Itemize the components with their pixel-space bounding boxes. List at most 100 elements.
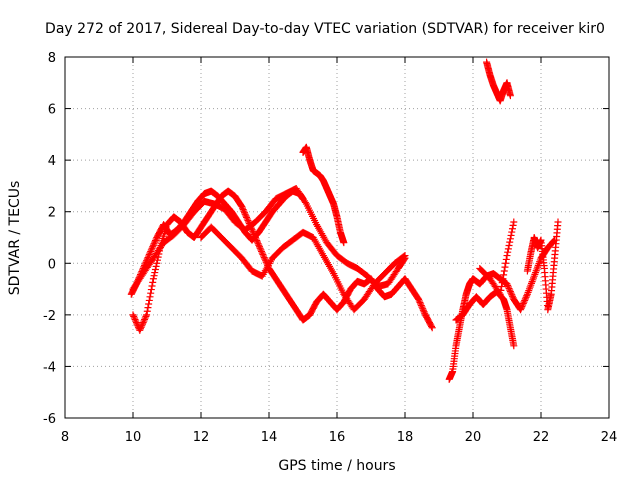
x-axis-label: GPS time / hours <box>278 458 395 474</box>
data-point <box>502 259 510 267</box>
series-track-9 <box>523 218 562 314</box>
x-tick-label: 14 <box>261 430 278 445</box>
data-point <box>131 315 139 323</box>
data-point <box>250 230 258 238</box>
data-point <box>506 235 514 243</box>
data-point <box>151 238 159 246</box>
y-tick-label: 2 <box>48 206 56 221</box>
data-point <box>148 282 156 290</box>
data-point <box>506 92 514 100</box>
data-point <box>496 290 504 298</box>
data-point <box>146 249 154 257</box>
y-tick-label: -2 <box>43 309 56 324</box>
data-point <box>150 240 158 248</box>
data-point <box>417 300 425 308</box>
data-point <box>143 307 151 315</box>
data-point <box>152 262 160 270</box>
y-axis-label: SDTVAR / TECUs <box>7 181 23 296</box>
data-point <box>523 292 531 300</box>
data-point <box>139 319 147 327</box>
chart-title: Day 272 of 2017, Sidereal Day-to-day VTE… <box>45 21 605 37</box>
x-tick-label: 10 <box>125 430 142 445</box>
data-point <box>239 206 247 214</box>
data-point <box>144 304 152 312</box>
data-point <box>140 317 148 325</box>
series-track-4 <box>197 223 409 314</box>
data-point <box>251 234 259 241</box>
data-point <box>415 295 423 303</box>
data-point <box>256 244 264 252</box>
data-point <box>508 292 516 300</box>
data-point <box>255 241 263 249</box>
data-point <box>401 252 409 260</box>
data-point <box>258 247 266 255</box>
data-point <box>504 245 512 253</box>
data-point <box>150 272 158 280</box>
data-point <box>497 286 505 294</box>
data-point <box>149 243 157 251</box>
data-point <box>521 295 529 303</box>
x-tick-label: 16 <box>329 430 346 445</box>
data-point <box>143 311 151 319</box>
data-point <box>258 249 266 257</box>
y-tick-label: -4 <box>43 360 56 375</box>
series-track-10 <box>476 218 518 298</box>
data-point <box>151 237 159 245</box>
data-point <box>257 246 265 254</box>
data-point <box>138 322 146 330</box>
y-tick-label: 0 <box>48 257 56 272</box>
data-point <box>504 281 512 289</box>
data-point <box>417 302 425 310</box>
grid-lines <box>65 57 609 418</box>
data-point <box>142 312 150 320</box>
data-point <box>301 198 309 206</box>
series-track-8 <box>483 58 514 105</box>
data-point <box>508 228 516 236</box>
data-point <box>509 221 517 229</box>
data-point <box>500 267 508 275</box>
data-point <box>262 257 270 265</box>
data-point <box>499 275 507 283</box>
data-point <box>242 212 250 220</box>
data-point <box>504 248 512 256</box>
data-point <box>518 303 526 311</box>
data-points <box>127 58 562 383</box>
data-point <box>502 255 510 263</box>
x-tick-label: 12 <box>193 430 210 445</box>
data-point <box>500 271 508 279</box>
data-point <box>510 218 518 226</box>
data-point <box>244 216 252 224</box>
data-point <box>517 306 525 314</box>
data-point <box>130 314 138 322</box>
x-tick-label: 22 <box>533 430 550 445</box>
data-point <box>132 319 140 327</box>
data-point <box>141 315 149 323</box>
data-point <box>418 303 426 311</box>
data-point <box>137 323 145 331</box>
data-point <box>340 239 348 247</box>
series-track-5 <box>299 143 348 247</box>
data-point <box>400 252 408 260</box>
y-tick-label: -6 <box>43 412 56 427</box>
x-tick-label: 20 <box>465 430 482 445</box>
data-point <box>238 203 246 211</box>
data-point <box>506 238 514 246</box>
series-track-2 <box>129 187 436 334</box>
data-point <box>506 288 514 296</box>
data-point <box>428 324 436 332</box>
data-point <box>136 325 144 333</box>
data-point <box>151 265 159 273</box>
x-tick-label: 18 <box>397 430 414 445</box>
y-tick-label: 8 <box>48 51 56 66</box>
data-point <box>510 342 518 350</box>
data-point <box>503 280 511 288</box>
data-point <box>519 300 527 308</box>
data-point <box>521 296 529 304</box>
data-point <box>498 282 506 290</box>
data-point <box>153 259 161 267</box>
x-tick-label: 8 <box>61 430 69 445</box>
data-point <box>249 227 257 235</box>
data-point <box>238 204 246 212</box>
data-point <box>130 312 138 320</box>
